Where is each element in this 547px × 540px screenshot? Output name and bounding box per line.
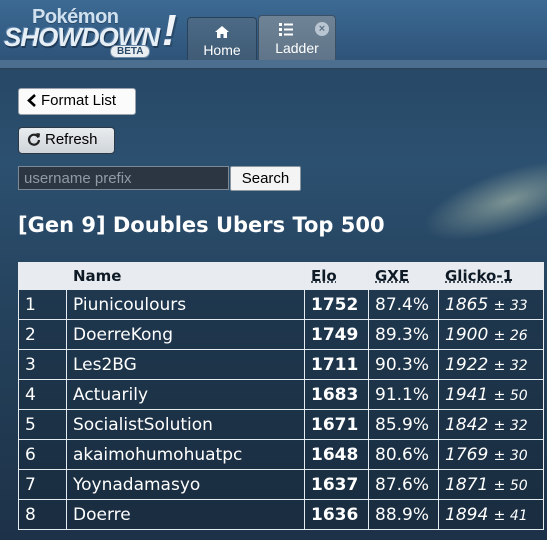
glicko-cell: 1922 ± 32 [438, 349, 544, 380]
chevron-left-icon [27, 94, 36, 107]
rank-cell: 3 [18, 349, 67, 380]
glicko-cell: 1871 ± 50 [438, 469, 544, 500]
logo-text-top: Pokémon [32, 6, 119, 28]
column-header-rank [18, 262, 67, 290]
table-row: 5 SocialistSolution 1671 85.9% 1842 ± 32 [18, 409, 544, 440]
elo-cell: 1749 [304, 319, 369, 350]
table-row: 2 DoerreKong 1749 89.3% 1900 ± 26 [18, 319, 544, 350]
gxe-cell: 87.4% [368, 289, 439, 320]
table-row: 6 akaimohumohuatpc 1648 80.6% 1769 ± 30 [18, 439, 544, 470]
pokemon-showdown-logo[interactable]: Pokémon SHOWDOWN BETA ! [4, 4, 184, 60]
player-name-cell[interactable]: akaimohumohuatpc [66, 439, 305, 470]
glicko-deviation: ± 41 [493, 507, 528, 524]
elo-cell: 1648 [304, 439, 369, 470]
column-header-elo[interactable]: Elo [304, 262, 369, 290]
player-name-cell[interactable]: Yoynadamasyo [66, 469, 305, 500]
gxe-cell: 87.6% [368, 469, 439, 500]
glicko-rating: 1922 [445, 354, 489, 375]
elo-cell: 1683 [304, 379, 369, 410]
player-name-cell[interactable]: Doerre [66, 499, 305, 530]
glicko-cell: 1941 ± 50 [438, 379, 544, 410]
refresh-button[interactable]: Refresh [18, 127, 115, 154]
rank-cell: 2 [18, 319, 67, 350]
rank-cell: 8 [18, 499, 67, 530]
gxe-cell: 89.3% [368, 319, 439, 350]
glicko-deviation: ± 30 [493, 447, 528, 464]
gxe-cell: 90.3% [368, 349, 439, 380]
table-row: 3 Les2BG 1711 90.3% 1922 ± 32 [18, 349, 544, 380]
glicko-rating: 1871 [445, 474, 489, 495]
close-icon[interactable]: × [315, 22, 329, 36]
glicko-rating: 1865 [445, 294, 489, 315]
column-header-glicko[interactable]: Glicko-1 [438, 262, 544, 290]
glicko-rating: 1769 [445, 444, 489, 465]
column-header-name: Name [66, 262, 305, 290]
glicko-rating: 1900 [445, 324, 489, 345]
elo-cell: 1637 [304, 469, 369, 500]
table-header-row: Name Elo GXE Glicko-1 [18, 262, 544, 290]
table-row: 1 Piunicoulours 1752 87.4% 1865 ± 33 [18, 289, 544, 320]
gxe-cell: 80.6% [368, 439, 439, 470]
glicko-cell: 1842 ± 32 [438, 409, 544, 440]
logo-beta-badge: BETA [110, 45, 151, 58]
rank-cell: 4 [18, 379, 67, 410]
glicko-deviation: ± 26 [493, 327, 528, 344]
player-name-cell[interactable]: Actuarily [66, 379, 305, 410]
glicko-cell: 1769 ± 30 [438, 439, 544, 470]
glicko-cell: 1865 ± 33 [438, 289, 544, 320]
player-name-cell[interactable]: SocialistSolution [66, 409, 305, 440]
tab-ladder-label: Ladder [275, 40, 319, 56]
logo-exclamation: ! [162, 6, 177, 55]
glicko-cell: 1894 ± 41 [438, 499, 544, 530]
glicko-deviation: ± 50 [493, 387, 528, 404]
username-search-input[interactable] [18, 166, 229, 190]
elo-cell: 1636 [304, 499, 369, 530]
header-divider [0, 60, 547, 69]
glicko-rating: 1941 [445, 384, 489, 405]
table-row: 7 Yoynadamasyo 1637 87.6% 1871 ± 50 [18, 469, 544, 500]
gxe-cell: 88.9% [368, 499, 439, 530]
glicko-deviation: ± 50 [493, 477, 528, 494]
refresh-label: Refresh [45, 131, 98, 148]
gxe-cell: 85.9% [368, 409, 439, 440]
table-row: 4 Actuarily 1683 91.1% 1941 ± 50 [18, 379, 544, 410]
glicko-deviation: ± 32 [493, 357, 528, 374]
glicko-deviation: ± 33 [493, 297, 528, 314]
glicko-cell: 1900 ± 26 [438, 319, 544, 350]
ladder-table: Name Elo GXE Glicko-1 1 Piunicoulours 17… [18, 262, 544, 530]
column-header-gxe[interactable]: GXE [368, 262, 439, 290]
format-list-label: Format List [41, 92, 117, 109]
tab-home[interactable]: Home [187, 17, 257, 64]
format-list-button[interactable]: Format List [18, 88, 136, 115]
glicko-rating: 1894 [445, 504, 489, 525]
table-row: 8 Doerre 1636 88.9% 1894 ± 41 [18, 499, 544, 530]
home-icon [215, 26, 229, 38]
rank-cell: 6 [18, 439, 67, 470]
glicko-deviation: ± 32 [493, 417, 528, 434]
list-icon [278, 23, 293, 36]
player-name-cell[interactable]: DoerreKong [66, 319, 305, 350]
page-title: [Gen 9] Doubles Ubers Top 500 [18, 213, 385, 237]
top-header: Pokémon SHOWDOWN BETA ! Home × Ladder [0, 0, 547, 65]
player-name-cell[interactable]: Piunicoulours [66, 289, 305, 320]
player-name-cell[interactable]: Les2BG [66, 349, 305, 380]
glicko-rating: 1842 [445, 414, 489, 435]
rank-cell: 7 [18, 469, 67, 500]
rank-cell: 1 [18, 289, 67, 320]
gxe-cell: 91.1% [368, 379, 439, 410]
elo-cell: 1752 [304, 289, 369, 320]
rank-cell: 5 [18, 409, 67, 440]
tab-home-label: Home [203, 42, 241, 58]
elo-cell: 1711 [304, 349, 369, 380]
search-button[interactable]: Search [230, 166, 301, 191]
refresh-icon [27, 133, 41, 146]
tab-ladder[interactable]: × Ladder [258, 15, 336, 64]
elo-cell: 1671 [304, 409, 369, 440]
background-pokemon-art [414, 153, 547, 257]
